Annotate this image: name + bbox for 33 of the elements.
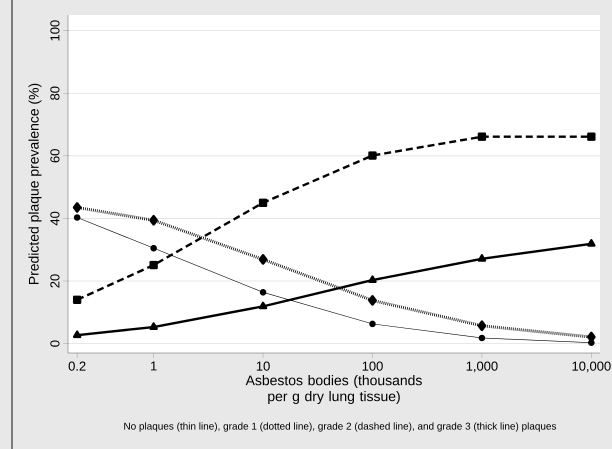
y-tick-label: 100 [50, 20, 60, 40]
point [587, 132, 596, 141]
y-tick-label: 0 [50, 340, 60, 347]
text: No plaques (thin line), grade 1 (dotted line), grade 2 (dashed line), and grade 3 (thick line) plaques [124, 422, 556, 432]
point [149, 260, 158, 270]
point [368, 275, 377, 284]
y-axis-title: Predicted plaque prevalence (%) [28, 84, 42, 284]
point [150, 244, 157, 252]
point [478, 254, 486, 262]
y-tick-label: 60 [50, 149, 60, 162]
y-tick-label: 20 [50, 274, 60, 288]
point [258, 198, 268, 207]
point [587, 239, 596, 247]
point [149, 215, 158, 226]
x-tick-label: 1 [151, 362, 157, 370]
point [368, 151, 377, 160]
point [258, 302, 268, 310]
x-tick-label: 100 [362, 362, 383, 371]
point [369, 320, 376, 328]
point [258, 254, 268, 265]
x-tick-label: 0.2 [68, 362, 86, 371]
point [478, 132, 486, 141]
y-tick-label: 80 [50, 86, 60, 100]
point [478, 334, 486, 342]
point [260, 288, 266, 296]
point [478, 320, 486, 332]
x-tick-label: 10,000 [572, 362, 611, 372]
point [368, 295, 377, 306]
x-tick-label: 10 [256, 362, 270, 371]
y-tick-label: 40 [50, 212, 60, 226]
x-tick-label: 1,000 [466, 362, 498, 372]
x-axis-title: Asbestos bodies (thousands per g dry lung tissue) [246, 375, 422, 404]
point [149, 322, 158, 330]
